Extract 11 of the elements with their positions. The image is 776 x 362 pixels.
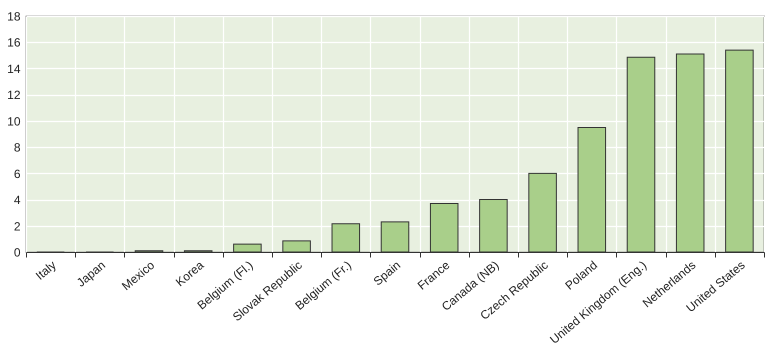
y-tick-label: 6 xyxy=(14,166,21,181)
y-tick-label: 12 xyxy=(7,88,21,102)
y-tick-label: 10 xyxy=(7,114,21,128)
x-tick-label: Italy xyxy=(32,258,59,283)
y-tick-label: 2 xyxy=(14,219,21,234)
y-tick-label: 0 xyxy=(14,246,21,260)
y-tick-label: 8 xyxy=(14,140,21,155)
y-tick-label: 4 xyxy=(14,193,21,208)
y-tick-label: 18 xyxy=(7,10,21,24)
y-tick-label: 14 xyxy=(7,62,21,76)
y-tick-label: 16 xyxy=(7,36,21,50)
